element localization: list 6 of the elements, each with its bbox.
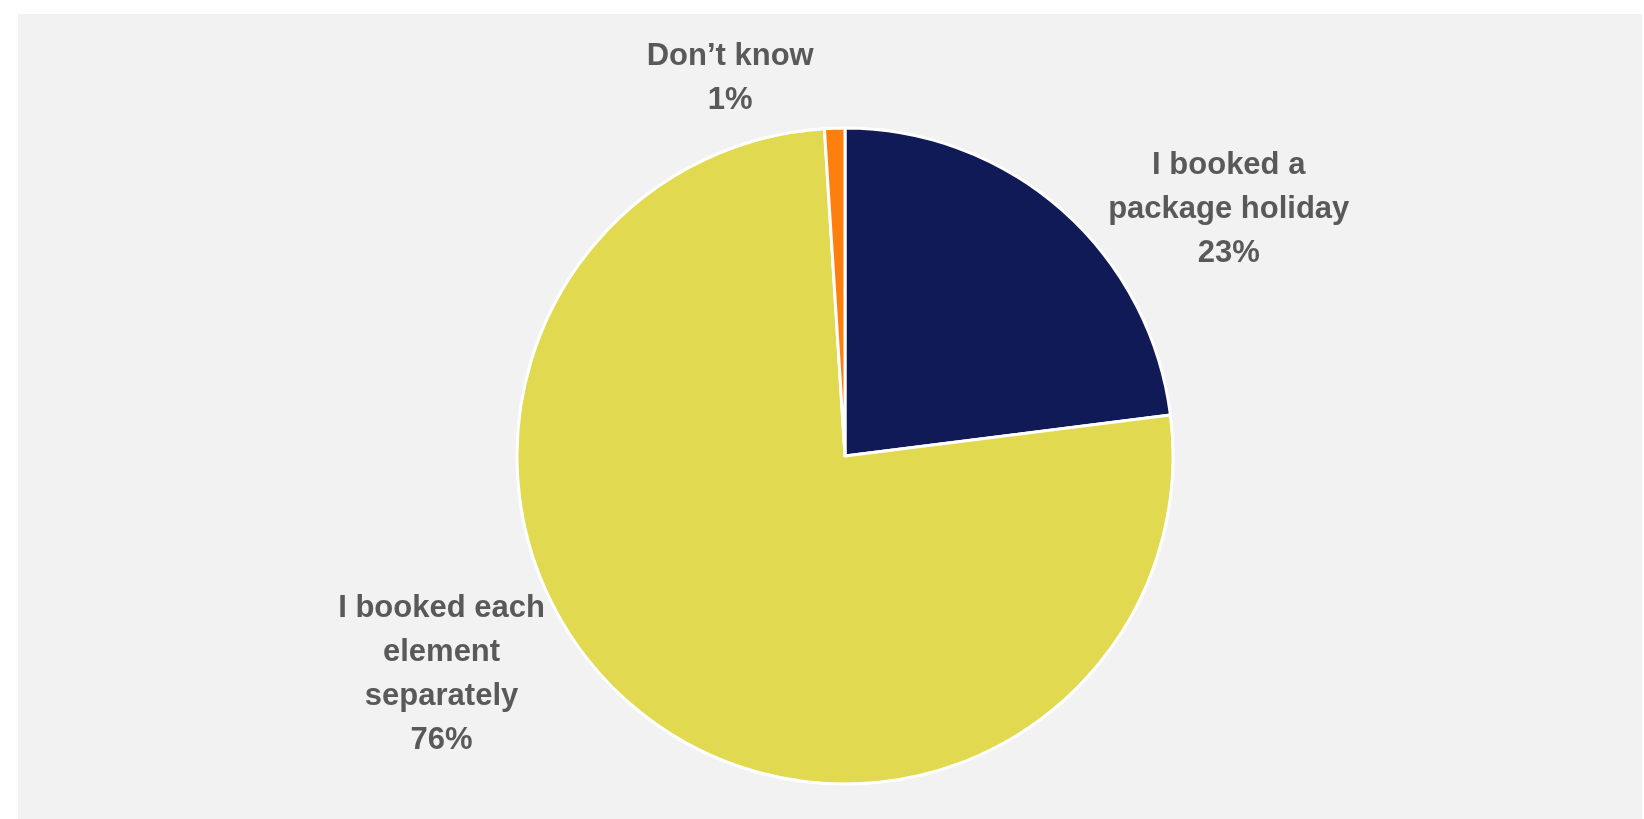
data-label: 23% [1197, 233, 1260, 269]
slice-label: Don’t know [646, 36, 815, 72]
data-label: 76% [410, 721, 473, 757]
data-label: 1% [707, 80, 753, 116]
slice-label: I booked each element separately [338, 589, 545, 713]
slice-label: I booked a package holiday [1108, 145, 1351, 225]
